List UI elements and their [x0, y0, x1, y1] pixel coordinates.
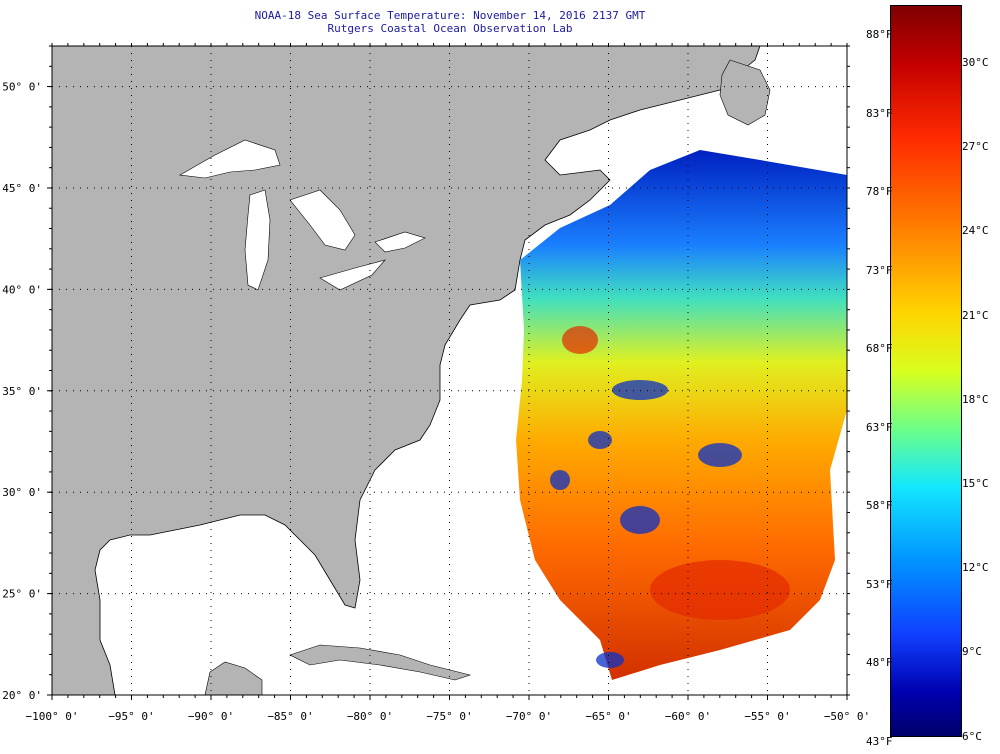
latitude-label: 45° 0' [2, 182, 42, 195]
land-cuba [289, 644, 472, 681]
axis-ticks [47, 43, 850, 700]
land-newfoundland [719, 59, 771, 126]
land-north-america [51, 45, 761, 696]
longitude-label: −95° 0' [108, 710, 154, 723]
latitude-labels: 20° 0' 25° 0' 30° 0' 35° 0' 40° 0' 45° 0' 50° … [2, 81, 42, 702]
longitude-label: −100° 0' [26, 710, 79, 723]
sst-swath [516, 150, 847, 680]
colorbar-celsius-label: 24°C [962, 224, 989, 238]
colorbar-fahrenheit-label: 58°F [866, 499, 893, 512]
latitude-label: 30° 0' [2, 486, 42, 499]
sst-warm-core [562, 326, 790, 620]
colorbar-celsius-label: 21°C [962, 308, 989, 322]
colorbar-fahrenheit-label: 43°F [866, 734, 893, 748]
latitude-label: 25° 0' [2, 588, 42, 601]
great-lakes [179, 139, 426, 291]
color-bar [890, 5, 962, 737]
longitude-label: −55° 0' [744, 710, 790, 723]
longitude-label: −50° 0' [824, 710, 870, 723]
colorbar-fahrenheit-label: 68°F [866, 342, 893, 355]
longitude-label: −75° 0' [426, 710, 472, 723]
colorbar-fahrenheit-label: 83°F [866, 106, 893, 120]
colorbar-celsius-label: 9°C [962, 645, 982, 659]
colorbar-fahrenheit-label: 88°F [866, 28, 893, 41]
colorbar-celsius-label: 30°C [962, 56, 989, 69]
colorbar-fahrenheit-label: 53°F [866, 577, 893, 591]
longitude-label: −85° 0' [267, 710, 313, 723]
latitude-label: 20° 0' [2, 689, 42, 702]
longitude-label: −70° 0' [506, 710, 552, 723]
longitude-label: −90° 0' [188, 710, 234, 723]
longitude-labels: −100° 0' −95° 0' −90° 0' −85° 0' −80° 0' −75°… [26, 710, 871, 723]
colorbar-celsius-label: 15°C [962, 477, 989, 490]
map-title: NOAA-18 Sea Surface Temperature: Novembe… [254, 9, 646, 22]
colorbar-fahrenheit-label: 78°F [866, 185, 893, 198]
colorbar-fahrenheit-label: 73°F [866, 263, 893, 277]
colorbar-celsius-label: 12°C [962, 561, 989, 575]
longitude-label: −60° 0' [665, 710, 711, 723]
longitude-label: −65° 0' [585, 710, 631, 723]
map-subtitle: Rutgers Coastal Ocean Observation Lab [327, 22, 573, 35]
colorbar-celsius-label: 18°C [962, 392, 989, 406]
colorbar-fahrenheit-label: 48°F [866, 656, 893, 669]
latitude-label: 40° 0' [2, 283, 42, 296]
longitude-label: −80° 0' [347, 710, 393, 723]
latitude-label: 35° 0' [2, 385, 42, 398]
latitude-label: 50° 0' [2, 81, 42, 94]
colorbar-fahrenheit-label: 63°F [866, 420, 893, 434]
colorbar-celsius-label: 27°C [962, 140, 989, 154]
sst-cold-patches [550, 380, 742, 668]
colorbar-celsius-label: 6°C [962, 729, 982, 743]
